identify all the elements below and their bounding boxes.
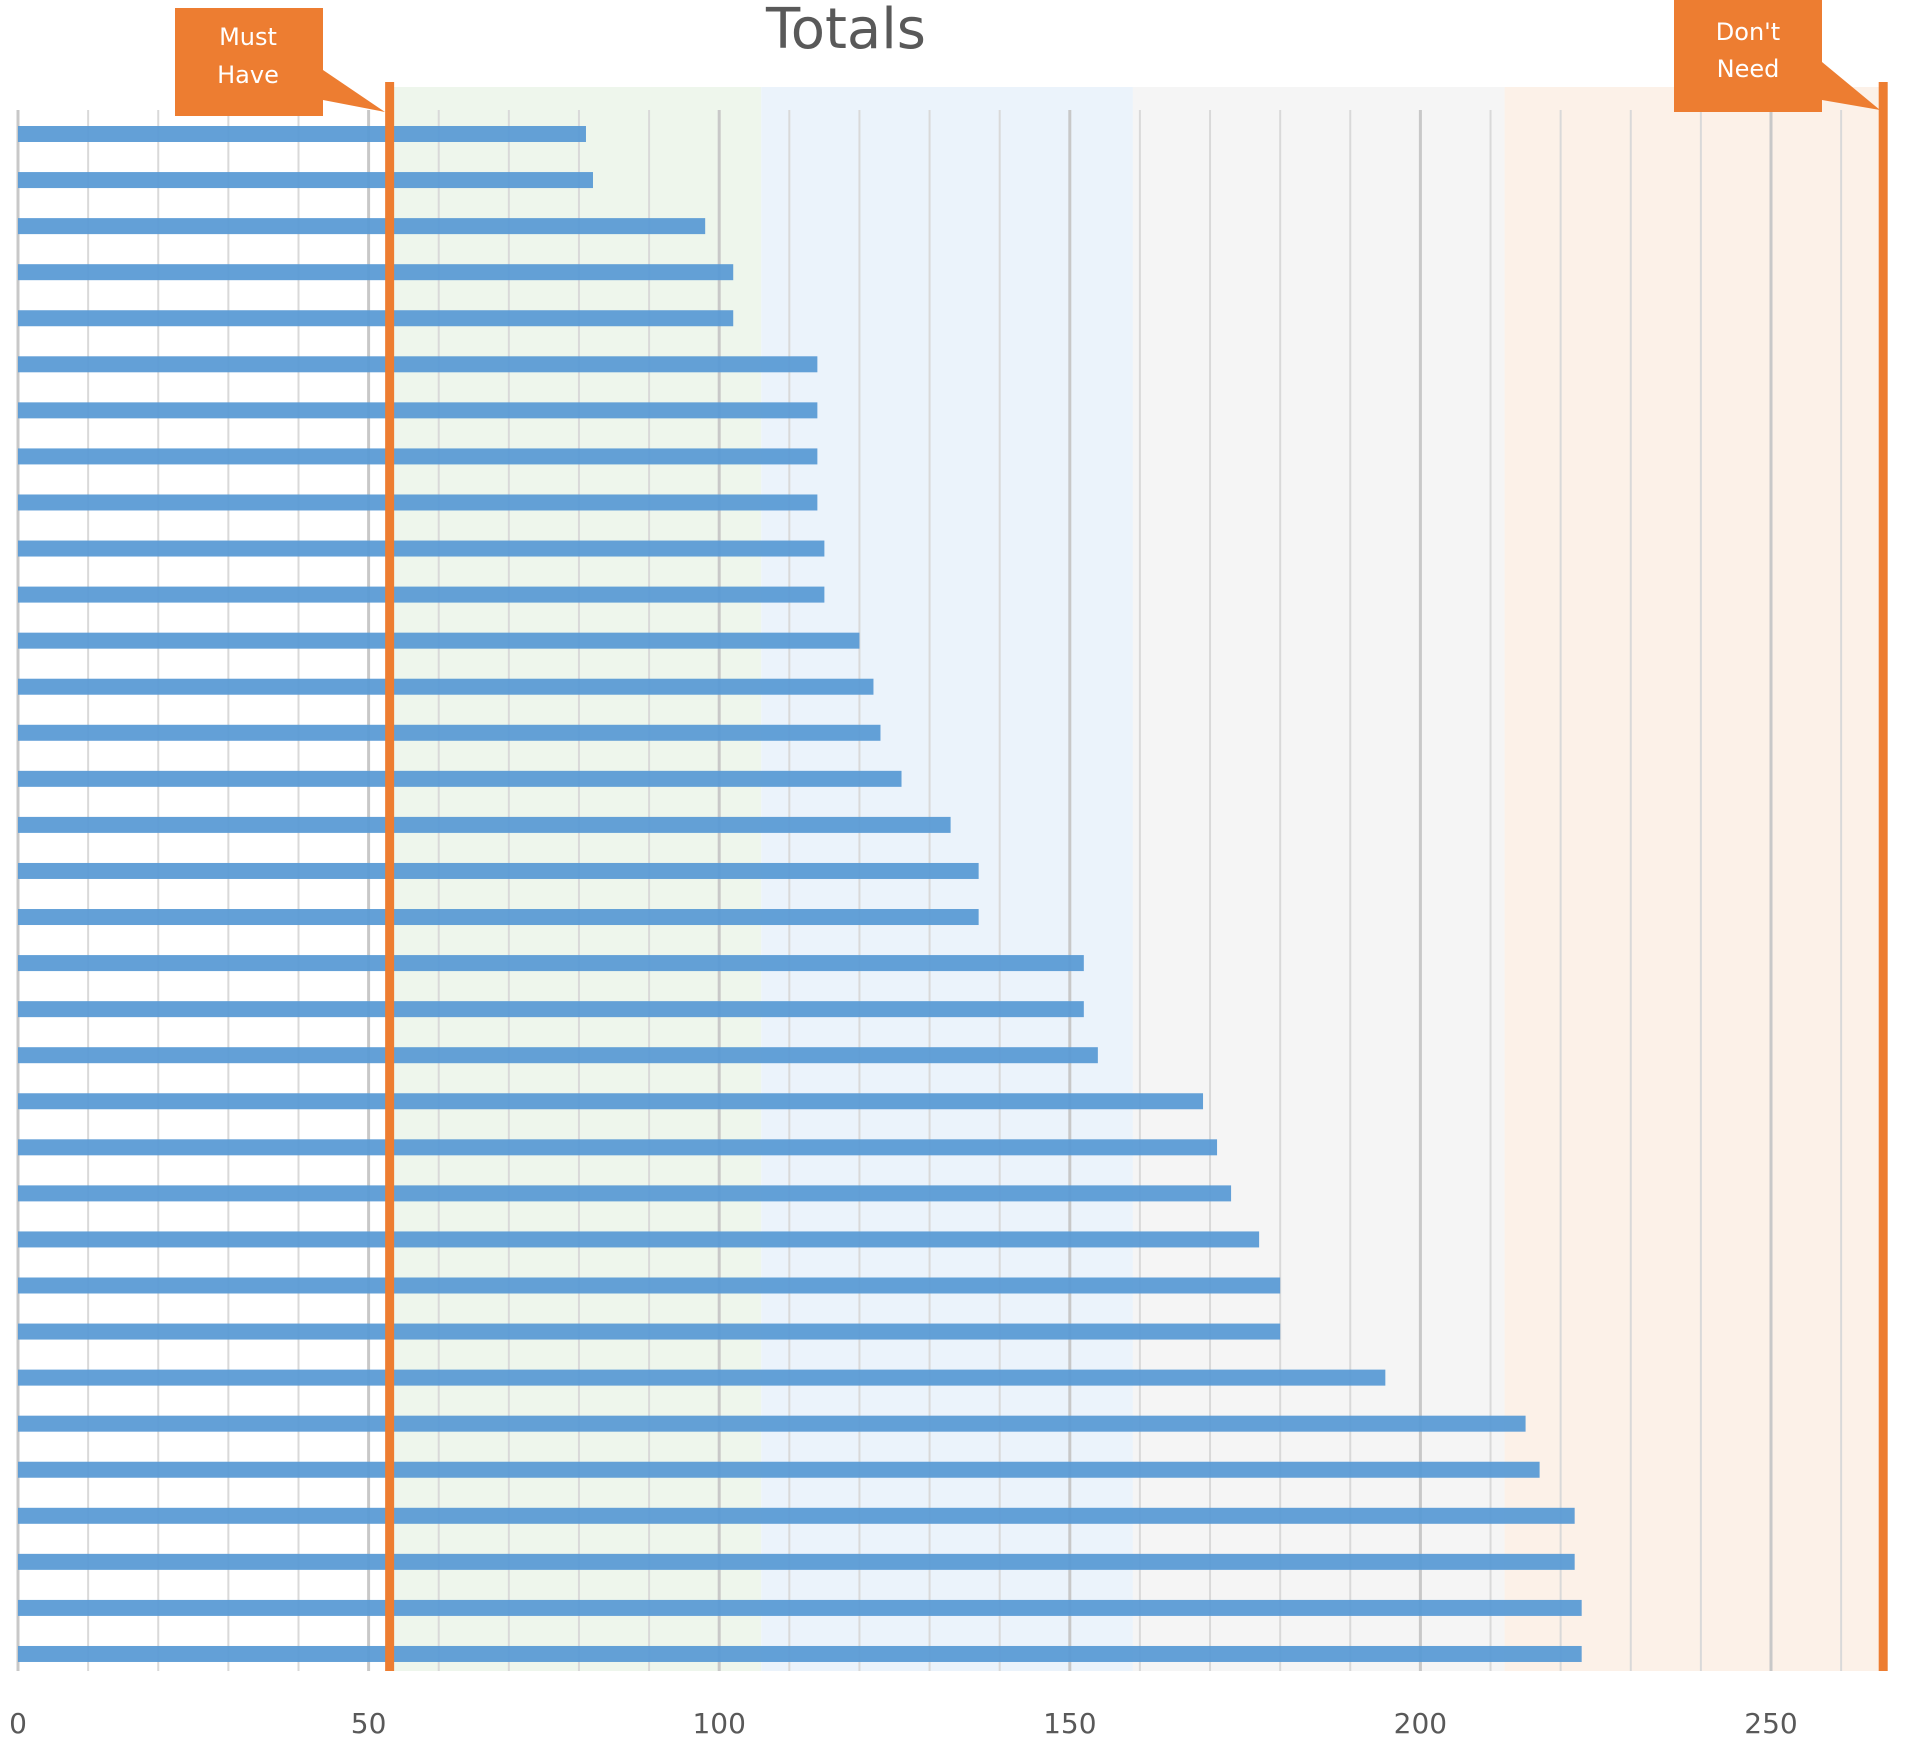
bar-22: [18, 1139, 1218, 1156]
bar-11: [18, 632, 860, 649]
band-2: [1132, 87, 1505, 1671]
bar-30: [18, 1507, 1575, 1524]
bar-17: [18, 909, 979, 926]
bar-24: [18, 1231, 1260, 1248]
x-tick-label-0: 0: [9, 1707, 27, 1740]
bar-28: [18, 1415, 1526, 1432]
bar-23: [18, 1185, 1232, 1202]
bars: [18, 126, 1582, 1662]
x-tick-label-200: 200: [1394, 1707, 1447, 1740]
band-0: [389, 87, 762, 1671]
x-axis-ticks: 0 50 100 150 200 250: [9, 1707, 1798, 1740]
marker-callout-tail-1: [1822, 62, 1880, 110]
bar-10: [18, 586, 825, 603]
bar-14: [18, 770, 902, 787]
bar-27: [18, 1369, 1386, 1386]
marker-label-0-line-0: Must: [219, 23, 277, 51]
bar-31: [18, 1553, 1575, 1570]
bar-3: [18, 264, 734, 281]
bar-32: [18, 1599, 1582, 1616]
marker-label-1-line-1: Need: [1717, 55, 1780, 83]
bar-15: [18, 816, 951, 833]
x-tick-label-250: 250: [1744, 1707, 1797, 1740]
band-1: [761, 87, 1133, 1671]
bar-29: [18, 1461, 1540, 1478]
bar-13: [18, 724, 881, 741]
bar-33: [18, 1645, 1582, 1662]
bar-19: [18, 1001, 1084, 1018]
bar-9: [18, 540, 825, 557]
bar-21: [18, 1093, 1204, 1110]
bar-7: [18, 448, 818, 465]
bar-25: [18, 1277, 1281, 1294]
bar-0: [18, 126, 586, 142]
marker-lines: Must Have Don't Need: [175, 0, 1888, 1671]
bar-6: [18, 402, 818, 419]
bar-26: [18, 1323, 1281, 1340]
marker-label-1-line-0: Don't: [1716, 18, 1780, 46]
marker-callout-box-1: [1674, 0, 1822, 112]
marker-callout-box-0: [175, 8, 323, 116]
x-tick-label-50: 50: [351, 1707, 387, 1740]
marker-label-0-line-1: Have: [217, 61, 279, 89]
bar-2: [18, 218, 706, 235]
bar-5: [18, 356, 818, 373]
bar-4: [18, 310, 734, 327]
gridlines: [16, 110, 1843, 1671]
bar-8: [18, 494, 818, 511]
chart-title: Totals: [765, 0, 926, 62]
band-3: [1504, 87, 1884, 1671]
x-tick-label-150: 150: [1043, 1707, 1096, 1740]
marker-callout-tail-0: [323, 70, 385, 112]
bar-18: [18, 955, 1084, 972]
bar-20: [18, 1047, 1098, 1064]
x-tick-label-100: 100: [692, 1707, 745, 1740]
bar-12: [18, 678, 874, 695]
bar-1: [18, 172, 593, 189]
bar-16: [18, 862, 979, 879]
